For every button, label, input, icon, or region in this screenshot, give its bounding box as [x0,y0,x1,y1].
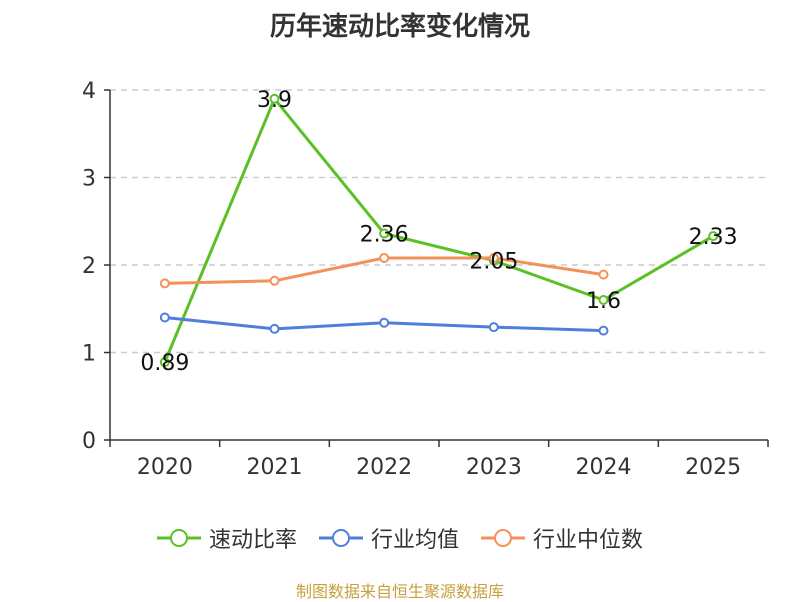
chart-title: 历年速动比率变化情况 [269,12,530,42]
legend-swatch-icon [156,529,201,547]
data-point [159,278,170,289]
legend-item-0[interactable]: 速动比率 [156,522,297,554]
data-label: 2.05 [469,250,518,275]
data-point [488,322,499,333]
x-tick-label: 2022 [356,455,412,480]
data-label: 2.33 [689,225,738,250]
data-point [159,357,170,368]
y-tick-label: 4 [82,79,96,104]
data-label: 1.6 [586,289,621,314]
x-tick-label: 2020 [137,455,193,480]
legend-item-2[interactable]: 行业中位数 [481,522,643,554]
legend-label: 行业均值 [370,528,459,553]
data-point [269,93,280,104]
data-point [488,253,499,263]
data-point [708,231,719,242]
data-label: 3.9 [257,88,292,113]
data-point [159,312,170,323]
legend-label: 行业中位数 [533,528,644,553]
data-point [598,325,609,336]
data-labels: 0.89 3.9 2.36 2.05 1.6 2.33 [140,88,737,376]
legend-swatch-icon [481,529,525,547]
y-tick-label: 1 [82,342,96,367]
legend-swatch-icon [318,529,363,547]
series-line-0 [163,97,714,363]
data-label: 2.36 [360,223,409,248]
legend[interactable]: 速动比率 行业均值 行业中位数 [0,520,800,556]
x-tick-label: 2021 [247,455,303,480]
x-tick-label: 2023 [466,455,522,480]
legend-item-1[interactable]: 行业均值 [318,522,459,554]
source-note: 制图数据来自恒生聚源数据库 [295,582,504,601]
data-point [379,253,390,263]
data-point [598,269,609,280]
gridlines [110,89,768,354]
x-tick-label: 2025 [685,455,741,480]
data-label: 0.89 [140,351,189,376]
data-point [598,295,609,305]
data-point [269,323,280,334]
y-tick-label: 3 [82,167,96,192]
x-tick-label: 2024 [576,455,632,480]
data-point [379,317,390,328]
data-point [269,275,280,286]
y-tick-label: 0 [82,429,96,454]
legend-label: 速动比率 [208,528,297,553]
data-point [379,228,390,239]
series-lines [159,93,719,368]
axes: 0 1 2 3 4 2020 2021 2022 2023 2024 2025 [82,79,769,480]
y-tick-label: 2 [82,254,96,279]
